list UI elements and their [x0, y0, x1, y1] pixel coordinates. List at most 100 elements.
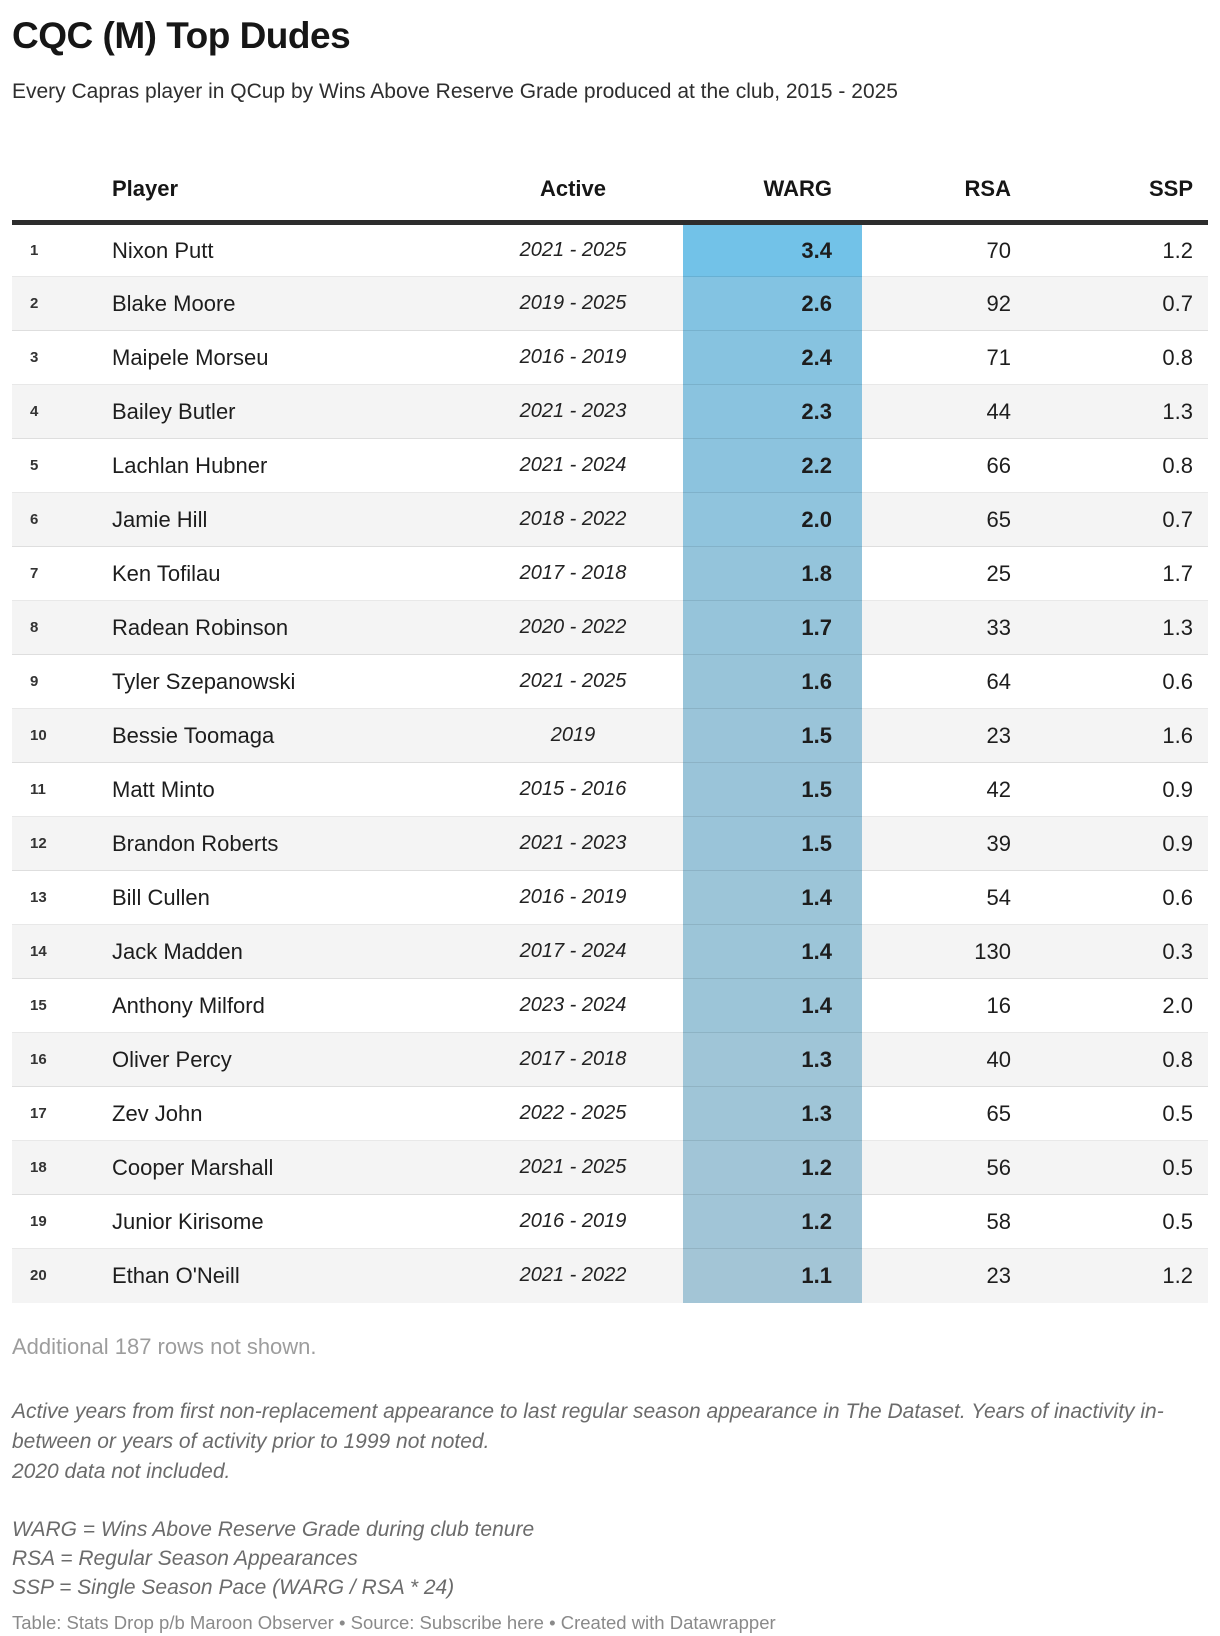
definitions-block: WARG = Wins Above Reserve Grade during c… — [12, 1515, 1208, 1602]
rsa-value-cell: 65 — [862, 1086, 1041, 1141]
player-cell: Jack Madden — [95, 924, 463, 979]
rsa-value-cell: 64 — [862, 654, 1041, 709]
warg-value-cell: 1.3 — [683, 1032, 862, 1087]
table-row: 17 Zev John 2022 - 2025 1.3 65 0.5 — [12, 1086, 1208, 1141]
rank-cell: 11 — [12, 762, 95, 817]
player-cell: Zev John — [95, 1086, 463, 1141]
active-years-cell: 2016 - 2019 — [463, 870, 683, 925]
player-cell: Junior Kirisome — [95, 1194, 463, 1249]
warg-value-cell: 1.4 — [683, 870, 862, 925]
player-cell: Bill Cullen — [95, 870, 463, 925]
table-row: 10 Bessie Toomaga 2019 1.5 23 1.6 — [12, 708, 1208, 763]
page-subtitle: Every Capras player in QCup by Wins Abov… — [12, 80, 898, 103]
rank-cell: 13 — [12, 870, 95, 925]
definition-line: WARG = Wins Above Reserve Grade during c… — [12, 1517, 535, 1541]
ssp-value-cell: 1.2 — [1041, 1248, 1208, 1303]
warg-value-cell: 2.4 — [683, 330, 862, 385]
rank-cell: 9 — [12, 654, 95, 709]
datawrapper-link[interactable]: Created with Datawrapper — [560, 1611, 776, 1633]
ssp-value-cell: 1.3 — [1041, 384, 1208, 439]
rank-cell: 8 — [12, 600, 95, 655]
ssp-value-cell: 1.6 — [1041, 708, 1208, 763]
table-row: 16 Oliver Percy 2017 - 2018 1.3 40 0.8 — [12, 1032, 1208, 1087]
ssp-value-cell: 1.7 — [1041, 546, 1208, 601]
table-header: Player Active WARG RSA SSP — [12, 136, 1208, 225]
player-cell: Bailey Butler — [95, 384, 463, 439]
rank-cell: 1 — [30, 242, 39, 259]
ssp-value-cell: 0.5 — [1041, 1140, 1208, 1195]
column-header-active[interactable]: Active — [463, 136, 683, 225]
player-cell: Maipele Morseu — [95, 330, 463, 385]
ssp-value-cell: 0.8 — [1041, 438, 1208, 493]
additional-rows-note: Additional 187 rows not shown. — [12, 1333, 317, 1359]
column-header-ssp[interactable]: SSP — [1041, 136, 1208, 225]
rsa-value-cell: 39 — [862, 816, 1041, 871]
ssp-value-cell: 0.8 — [1041, 330, 1208, 385]
player-cell: Bessie Toomaga — [95, 708, 463, 763]
active-years-cell: 2022 - 2025 — [463, 1086, 683, 1141]
active-years-cell: 2015 - 2016 — [463, 762, 683, 817]
player-cell: Jamie Hill — [95, 492, 463, 547]
warg-value-cell: 2.0 — [683, 492, 862, 547]
rsa-value-cell: 71 — [862, 330, 1041, 385]
ssp-value-cell: 0.6 — [1041, 870, 1208, 925]
rsa-value-cell: 33 — [862, 600, 1041, 655]
warg-value-cell: 2.3 — [683, 384, 862, 439]
ssp-value-cell: 0.8 — [1041, 1032, 1208, 1087]
warg-value-cell: 1.1 — [683, 1248, 862, 1303]
active-years-cell: 2016 - 2019 — [463, 1194, 683, 1249]
ssp-value-cell: 1.2 — [1162, 237, 1193, 263]
table-row: 13 Bill Cullen 2016 - 2019 1.4 54 0.6 — [12, 870, 1208, 925]
warg-value-cell: 1.5 — [683, 816, 862, 871]
column-header-warg[interactable]: WARG — [683, 136, 862, 225]
active-years-cell: 2021 - 2023 — [463, 816, 683, 871]
player-cell: Blake Moore — [95, 276, 463, 331]
rank-cell: 16 — [12, 1032, 95, 1087]
column-header-player[interactable]: Player — [95, 136, 463, 225]
table-row: 6 Jamie Hill 2018 - 2022 2.0 65 0.7 — [12, 492, 1208, 547]
rsa-value-cell: 42 — [862, 762, 1041, 817]
ssp-value-cell: 1.3 — [1041, 600, 1208, 655]
table-row: 14 Jack Madden 2017 - 2024 1.4 130 0.3 — [12, 924, 1208, 979]
player-cell: Oliver Percy — [95, 1032, 463, 1087]
rank-cell: 5 — [12, 438, 95, 493]
rsa-value-cell: 66 — [862, 438, 1041, 493]
header-row: Player Active WARG RSA SSP — [12, 136, 1208, 225]
player-cell: Ethan O'Neill — [95, 1248, 463, 1303]
rsa-value-cell: 56 — [862, 1140, 1041, 1195]
credit-separator: • — [333, 1611, 351, 1633]
column-header-rsa[interactable]: RSA — [862, 136, 1041, 225]
rank-cell: 4 — [12, 384, 95, 439]
table-row: 11 Matt Minto 2015 - 2016 1.5 42 0.9 — [12, 762, 1208, 817]
table-row: 20 Ethan O'Neill 2021 - 2022 1.1 23 1.2 — [12, 1248, 1208, 1303]
active-years-cell: 2021 - 2025 — [463, 1140, 683, 1195]
active-years-cell: 2019 — [463, 708, 683, 763]
table-body: 1 Nixon Putt 2021 - 2025 3.4 70 1.2 2 Bl… — [12, 222, 1208, 1303]
table-row: 7 Ken Tofilau 2017 - 2018 1.8 25 1.7 — [12, 546, 1208, 601]
credit-separator: • — [543, 1611, 561, 1633]
rsa-value-cell: 25 — [862, 546, 1041, 601]
note-line: 2020 data not included. — [12, 1459, 231, 1483]
active-years-cell: 2021 - 2024 — [463, 438, 683, 493]
credit-line: Table: Stats Drop p/b Maroon Observer • … — [12, 1612, 1208, 1634]
page-title: CQC (M) Top Dudes — [12, 15, 351, 56]
table-row: 3 Maipele Morseu 2016 - 2019 2.4 71 0.8 — [12, 330, 1208, 385]
player-cell: Cooper Marshall — [95, 1140, 463, 1195]
rsa-value-cell: 16 — [862, 978, 1041, 1033]
source-prefix: Source: — [350, 1611, 420, 1633]
ssp-value-cell: 0.5 — [1041, 1194, 1208, 1249]
active-years-cell: 2023 - 2024 — [463, 978, 683, 1033]
rsa-value-cell: 130 — [862, 924, 1041, 979]
rank-cell: 17 — [12, 1086, 95, 1141]
ssp-value-cell: 0.6 — [1041, 654, 1208, 709]
rsa-value-cell: 23 — [862, 1248, 1041, 1303]
source-link[interactable]: Subscribe here — [419, 1611, 544, 1633]
rsa-value-cell: 40 — [862, 1032, 1041, 1087]
table-row: 12 Brandon Roberts 2021 - 2023 1.5 39 0.… — [12, 816, 1208, 871]
player-cell: Ken Tofilau — [95, 546, 463, 601]
player-cell: Anthony Milford — [95, 978, 463, 1033]
player-cell: Brandon Roberts — [95, 816, 463, 871]
table-row: 18 Cooper Marshall 2021 - 2025 1.2 56 0.… — [12, 1140, 1208, 1195]
player-cell: Nixon Putt — [112, 237, 214, 263]
